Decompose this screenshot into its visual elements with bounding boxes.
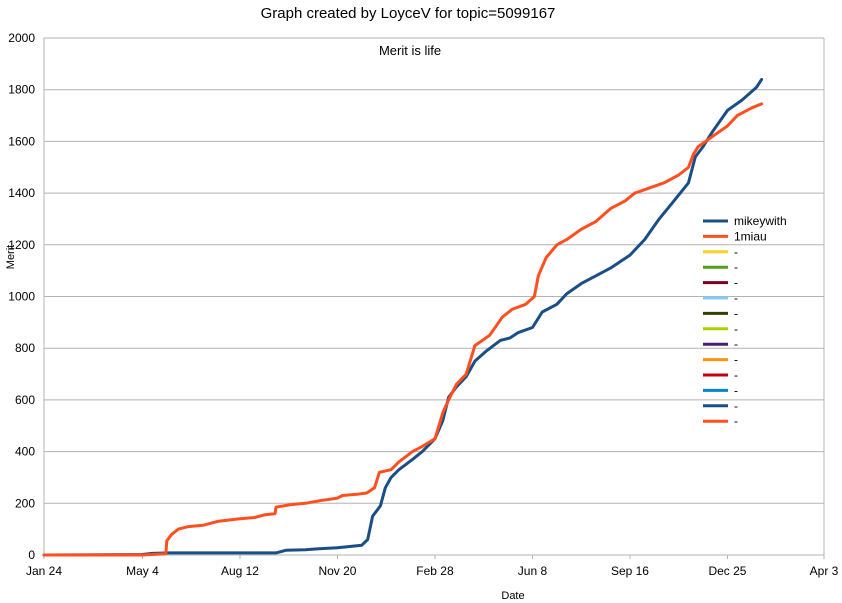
legend-label: - (734, 245, 738, 259)
chart-subtitle: Merit is life (379, 43, 441, 58)
y-axis-label: Merit (5, 245, 17, 269)
legend-label: - (734, 337, 738, 351)
legend-label: - (734, 399, 738, 413)
x-tick-label: Jun 8 (518, 564, 548, 578)
y-tick-label: 200 (15, 496, 35, 510)
y-tick-label: 1600 (8, 134, 35, 148)
y-tick-label: 800 (15, 341, 35, 355)
x-tick-label: Feb 28 (416, 564, 454, 578)
series-line-0 (42, 77, 764, 557)
series-line-1 (42, 102, 764, 557)
x-tick-label: Dec 25 (708, 564, 746, 578)
y-tick-label: 1000 (8, 290, 35, 304)
y-tick-label: 2000 (8, 31, 35, 45)
y-tick-label: 1200 (8, 238, 35, 252)
y-tick-label: 600 (15, 393, 35, 407)
x-tick-label: Sep 16 (611, 564, 649, 578)
x-tick-label: Aug 12 (221, 564, 259, 578)
y-tick-label: 1400 (8, 186, 35, 200)
x-axis-ticks: Jan 24 May 4 Aug 12 Nov 20 Feb 28 Jun 8 Sep 16… (26, 555, 839, 578)
y-axis-ticks: 0 200 400 600 800 1000 1200 1400 1600 1800 2000 (8, 31, 35, 562)
legend-label: - (734, 260, 738, 274)
x-axis-label: Date (501, 590, 524, 602)
legend-label: - (734, 276, 738, 290)
y-tick-label: 1800 (8, 83, 35, 97)
legend-label: - (734, 368, 738, 382)
legend-label: - (734, 322, 738, 336)
x-tick-label: May 4 (126, 564, 159, 578)
y-tick-label: 400 (15, 445, 35, 459)
grid (43, 37, 825, 556)
legend-label: - (734, 383, 738, 397)
chart-title: Graph created by LoyceV for topic=509916… (261, 5, 556, 22)
legend-label: - (734, 291, 738, 305)
legend-label: 1miau (734, 229, 767, 243)
y-tick-label: 0 (28, 548, 35, 562)
plot-series (42, 77, 764, 557)
legend-label: - (734, 353, 738, 367)
legend-label: - (734, 306, 738, 320)
legend-label: - (734, 414, 738, 428)
x-tick-label: Nov 20 (318, 564, 356, 578)
legend-label: mikeywith (734, 214, 787, 228)
x-tick-label: Apr 3 (810, 564, 839, 578)
x-tick-label: Jan 24 (26, 564, 62, 578)
